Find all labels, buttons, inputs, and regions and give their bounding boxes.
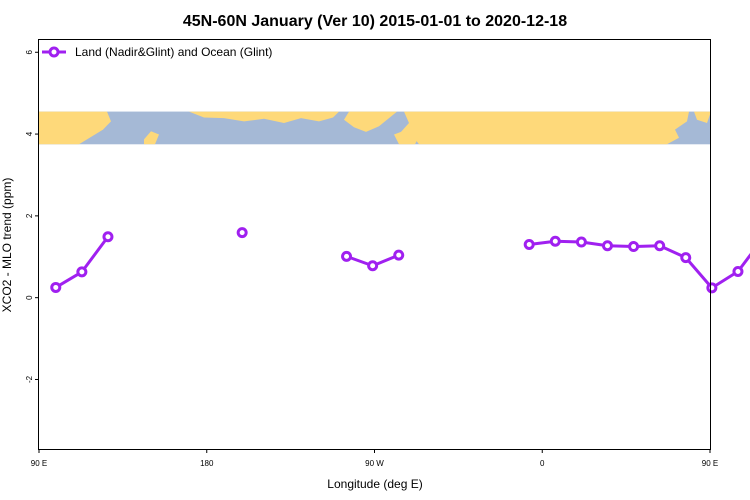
x-tick-label: 90 E [702,459,718,468]
data-point [732,265,744,277]
x-axis-title: Longitude (deg E) [327,477,422,491]
x-tick-label: 0 [540,459,545,468]
map-land-1 [144,131,159,145]
series-line [55,235,110,289]
y-tick-label: -2 [25,375,34,383]
x-tick-label: 90 W [365,459,384,468]
series-layer [50,227,750,294]
map-land-0 [39,111,111,145]
data-point [50,281,62,293]
legend-label: Land (Nadir&Glint) and Ocean (Glint) [75,45,272,59]
map-land-2 [189,111,339,124]
legend-point-marker [48,46,60,58]
legend: Land (Nadir&Glint) and Ocean (Glint) [42,45,272,59]
data-point [628,241,640,253]
map-strip [39,111,711,145]
x-axis: 90 E 180 90 W 0 90 E [31,449,718,468]
y-tick-label: 6 [25,49,34,54]
map-land-3 [344,111,397,132]
y-axis-title: XCO2 - MLO trend (ppm) [0,178,14,313]
data-point [601,240,613,252]
data-point [341,250,353,262]
y-tick-label: 2 [25,213,34,218]
map-land-5 [401,111,689,145]
data-point [654,240,666,252]
data-point [680,252,692,264]
data-point [236,227,248,239]
data-point [549,235,561,247]
data-point [393,249,405,261]
x-tick-label: 90 E [31,459,47,468]
data-point [575,236,587,248]
data-point [706,282,718,294]
y-tick-label: 0 [25,295,34,300]
map-land-6 [694,111,711,124]
x-tick-label: 180 [200,459,214,468]
data-point [367,260,379,272]
data-point [102,231,114,243]
y-axis: -2 0 2 4 6 [25,49,39,383]
y-tick-label: 4 [25,131,34,136]
series-line [529,239,750,290]
data-point [76,266,88,278]
data-point [523,239,535,250]
chart-title: 45N-60N January (Ver 10) 2015-01-01 to 2… [183,13,567,30]
